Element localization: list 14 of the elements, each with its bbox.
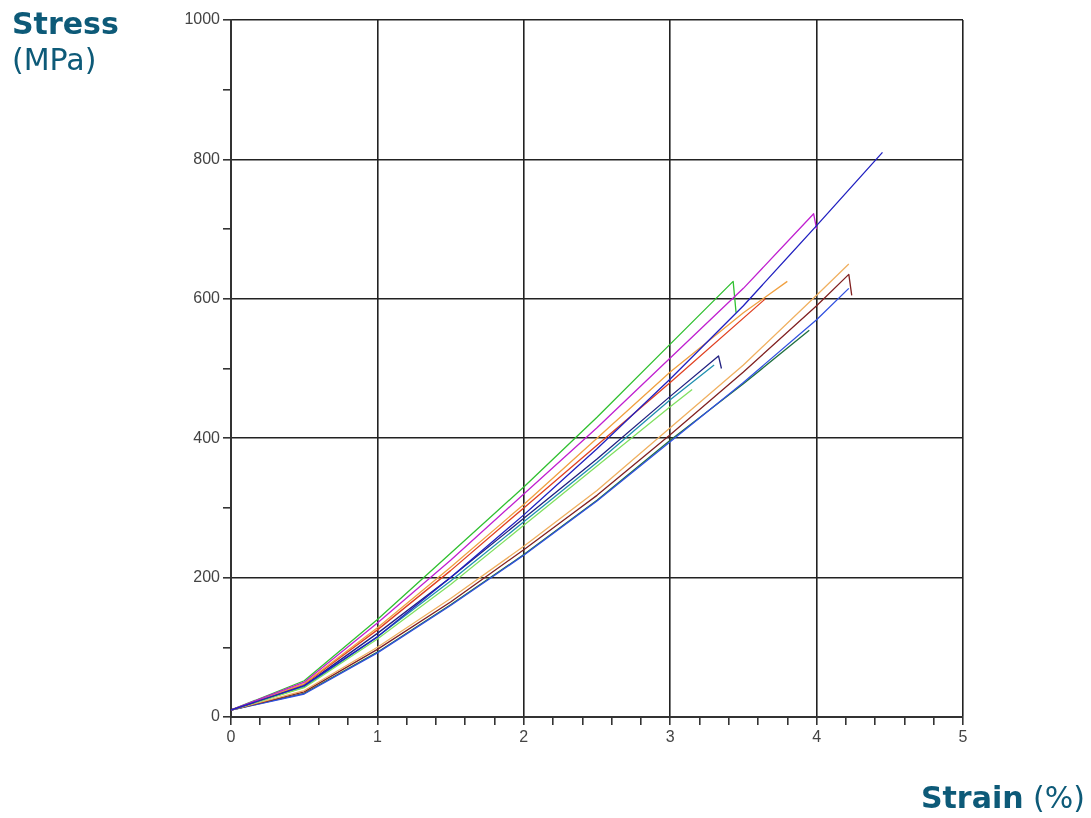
x-tick-label: 2 [519,728,529,746]
x-tick-label: 1 [372,728,382,746]
y-tick-label: 800 [193,149,221,167]
y-tick-label: 200 [193,568,221,586]
y-tick-label: 1000 [184,10,221,28]
x-tick-label: 4 [812,728,822,746]
x-tick-label: 0 [226,728,236,746]
y-tick-label: 400 [193,428,221,446]
y-tick-label: 0 [211,707,221,725]
y-tick-label: 600 [193,289,221,307]
x-axis-title: Strain (%) [920,780,1085,815]
x-tick-label: 5 [958,728,968,746]
x-tick-label: 3 [665,728,675,746]
y-axis-title: Stress (MPa) [12,6,119,77]
